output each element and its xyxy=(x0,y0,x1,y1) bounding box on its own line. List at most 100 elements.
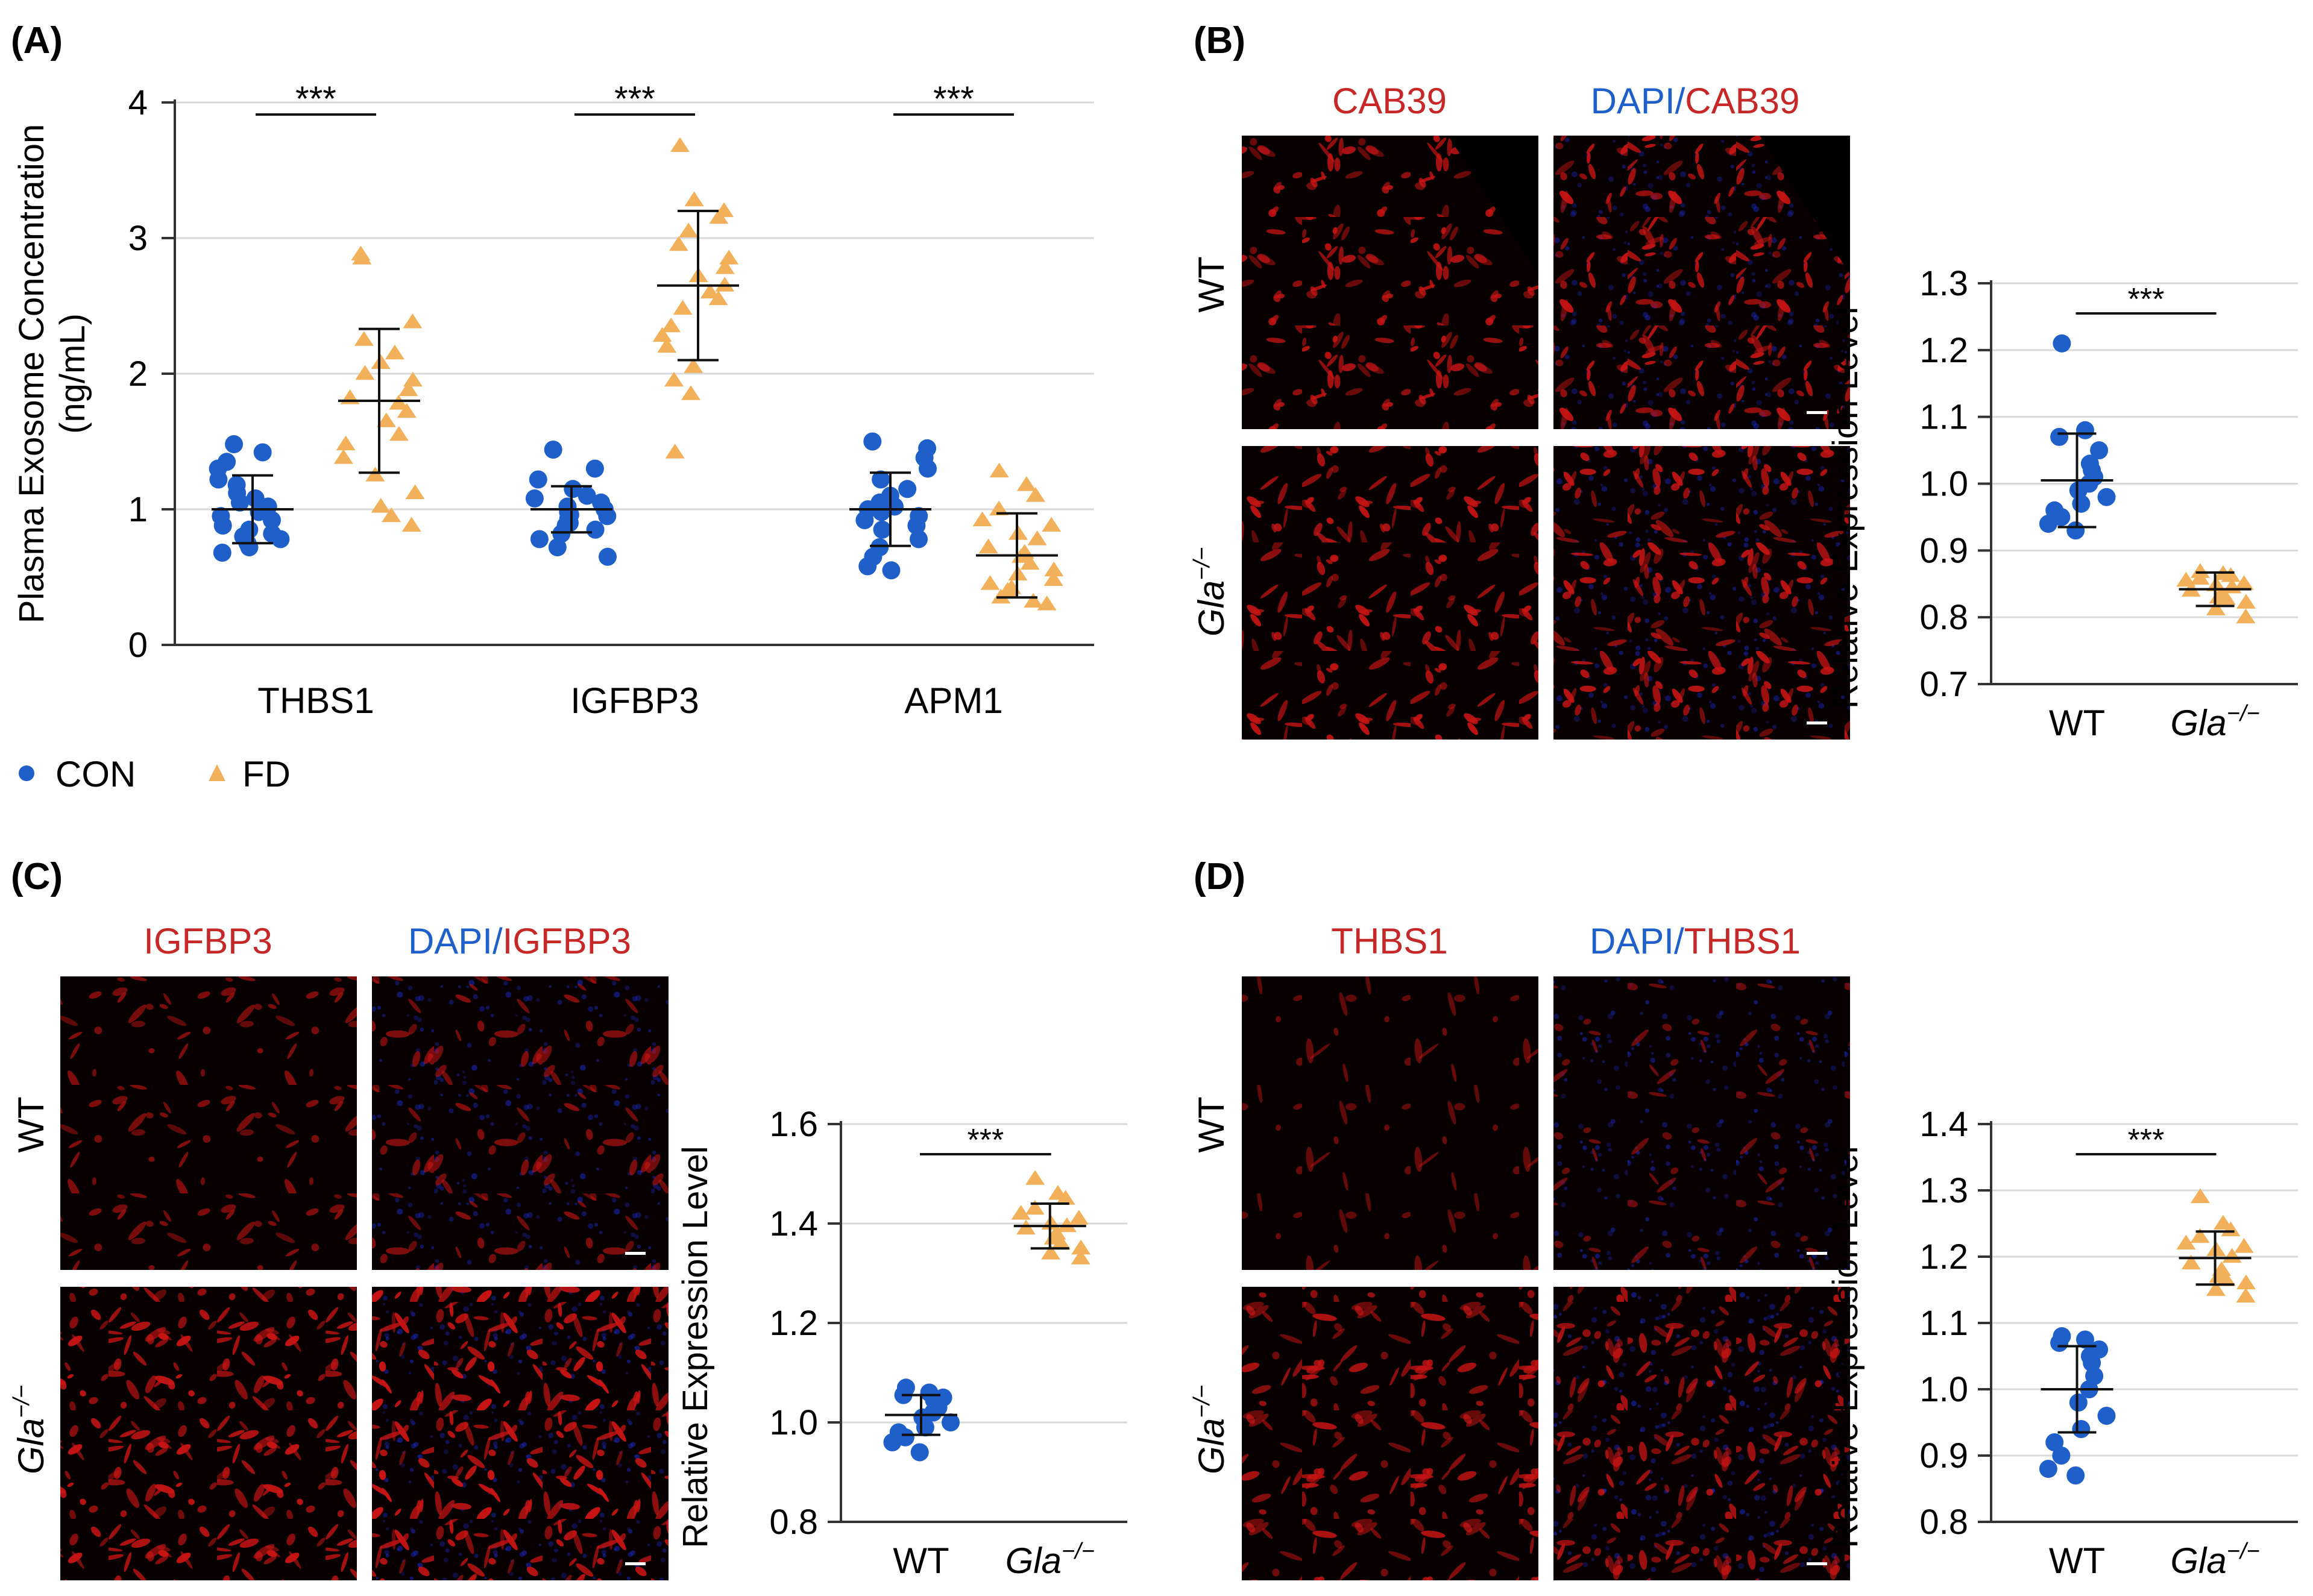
data-point-fd xyxy=(397,403,417,418)
data-point-fd xyxy=(365,467,385,482)
panel-b-micrographs xyxy=(1242,136,1850,740)
data-point-fd xyxy=(657,338,677,353)
data-point-fd xyxy=(2234,1238,2254,1253)
legend-a: CON FD xyxy=(19,754,291,794)
y-tick-label: 1.0 xyxy=(1919,465,1968,504)
data-point-con xyxy=(910,1443,929,1462)
data-point-con xyxy=(230,493,249,512)
legend-con-marker xyxy=(19,765,34,781)
panel-b-col2-header: DAPI/CAB39 xyxy=(1591,81,1800,121)
y-axis-label: Relative Expression Level xyxy=(676,1146,715,1548)
data-point-con xyxy=(872,470,890,489)
data-point-con xyxy=(213,517,232,535)
y-tick-label: 0.8 xyxy=(1919,598,1968,637)
data-point-fd xyxy=(708,290,728,306)
data-point-fd xyxy=(1024,592,1043,608)
data-point-fd xyxy=(709,209,729,224)
y-tick-label: 1.3 xyxy=(1919,1171,1968,1210)
data-point-fd xyxy=(2234,575,2254,590)
data-point-con xyxy=(253,443,272,462)
data-point-fd xyxy=(1056,1190,1075,1205)
data-point-fd xyxy=(333,449,353,464)
scale-bar xyxy=(1807,411,1827,414)
y-tick-label: 1.4 xyxy=(1919,1105,1968,1144)
y-tick-label: 0.9 xyxy=(1919,531,1968,570)
panel-c-row-gla: Gla−/− xyxy=(9,1385,51,1474)
data-point-con xyxy=(942,1413,960,1431)
data-point-con xyxy=(213,544,231,562)
data-point-con xyxy=(907,517,926,535)
error-bar-con xyxy=(212,474,294,545)
data-point-con xyxy=(855,511,874,529)
scale-bar xyxy=(1807,721,1827,724)
data-point-fd xyxy=(1071,1239,1091,1255)
y-tick-label: 2 xyxy=(128,354,148,394)
error-bar-gla xyxy=(2179,1230,2252,1286)
x-tick-label: WT xyxy=(2049,703,2105,743)
chart-a-plasma-exosome: 0 1 2 3 4 Plasma Exosome Concentration (ng/mL)… xyxy=(12,80,1094,721)
data-point-fd xyxy=(336,435,356,451)
data-point-con xyxy=(530,530,549,548)
data-point-fd xyxy=(401,517,421,532)
data-point-fd xyxy=(389,426,409,441)
data-point-fd xyxy=(2236,608,2256,624)
data-point-con xyxy=(2069,1393,2088,1412)
data-point-con xyxy=(873,520,892,539)
data-point-fd xyxy=(2206,1281,2226,1296)
panel-b-label: (B) xyxy=(1194,20,1245,61)
y-tick-label: 1.4 xyxy=(769,1204,818,1243)
y-axis-label: Plasma Exosome Concentration xyxy=(12,124,51,624)
panel-c-label: (C) xyxy=(11,856,63,897)
y-tick-label: 0 xyxy=(128,626,148,665)
data-point-con xyxy=(2076,421,2094,439)
data-point-fd xyxy=(403,313,423,328)
error-bar-con xyxy=(849,471,931,547)
data-point-con xyxy=(586,520,605,539)
panel-d-row-wt: WT xyxy=(1191,1096,1232,1152)
data-point-fd xyxy=(398,381,418,397)
data-point-fd xyxy=(1069,1210,1089,1225)
data-point-fd xyxy=(2221,567,2241,582)
y-tick-label: 1 xyxy=(128,490,148,529)
data-point-fd xyxy=(1025,1170,1045,1185)
data-point-con xyxy=(209,470,228,489)
data-point-con xyxy=(2053,334,2071,353)
data-point-fd xyxy=(1044,561,1064,577)
data-point-con xyxy=(525,489,544,507)
data-point-fd xyxy=(2216,589,2236,605)
scale-bar xyxy=(1807,1252,1827,1255)
panel-b-row-gla: Gla−/− xyxy=(1189,547,1232,636)
panel-c-col1-header: IGFBP3 xyxy=(143,921,272,961)
chart-d-thbs1: 0.8 0.9 1.0 1.1 1.2 1.3 1.4 Relative Expression… xyxy=(1826,1105,2298,1581)
legend-fd-label: FD xyxy=(242,754,291,794)
x-tick-label: WT xyxy=(893,1541,949,1581)
data-point-con xyxy=(883,1433,902,1451)
data-point-fd xyxy=(352,250,372,265)
data-point-fd xyxy=(2216,1271,2236,1286)
data-point-fd xyxy=(2176,571,2196,587)
data-point-fd xyxy=(1051,1234,1071,1250)
significance-stars: *** xyxy=(2128,282,2165,317)
x-tick-label: Gla−/− xyxy=(2170,701,2259,743)
y-tick-label: 1.2 xyxy=(1919,331,1968,370)
y-axis-label: Relative Expression Level xyxy=(1826,1146,1865,1548)
data-point-fd xyxy=(371,354,391,369)
panel-d-label: (D) xyxy=(1194,856,1245,897)
data-point-fd xyxy=(405,484,425,500)
data-point-fd xyxy=(376,412,396,427)
data-point-fd xyxy=(1011,1205,1031,1220)
panel-b-col1-header: CAB39 xyxy=(1332,81,1447,121)
data-point-con xyxy=(2050,1334,2069,1352)
panel-c-row-wt: WT xyxy=(11,1096,51,1152)
x-tick-label: IGFBP3 xyxy=(570,680,699,721)
x-tick-label: WT xyxy=(2049,1541,2105,1581)
data-point-con xyxy=(552,524,571,543)
significance-stars: *** xyxy=(933,80,974,119)
data-point-fd xyxy=(989,462,1009,478)
y-tick-label: 0.8 xyxy=(1919,1503,1968,1542)
data-point-con xyxy=(2097,488,2116,506)
data-point-fd xyxy=(681,385,700,400)
data-point-con xyxy=(250,503,268,521)
y-tick-label: 1.0 xyxy=(1919,1370,1968,1409)
